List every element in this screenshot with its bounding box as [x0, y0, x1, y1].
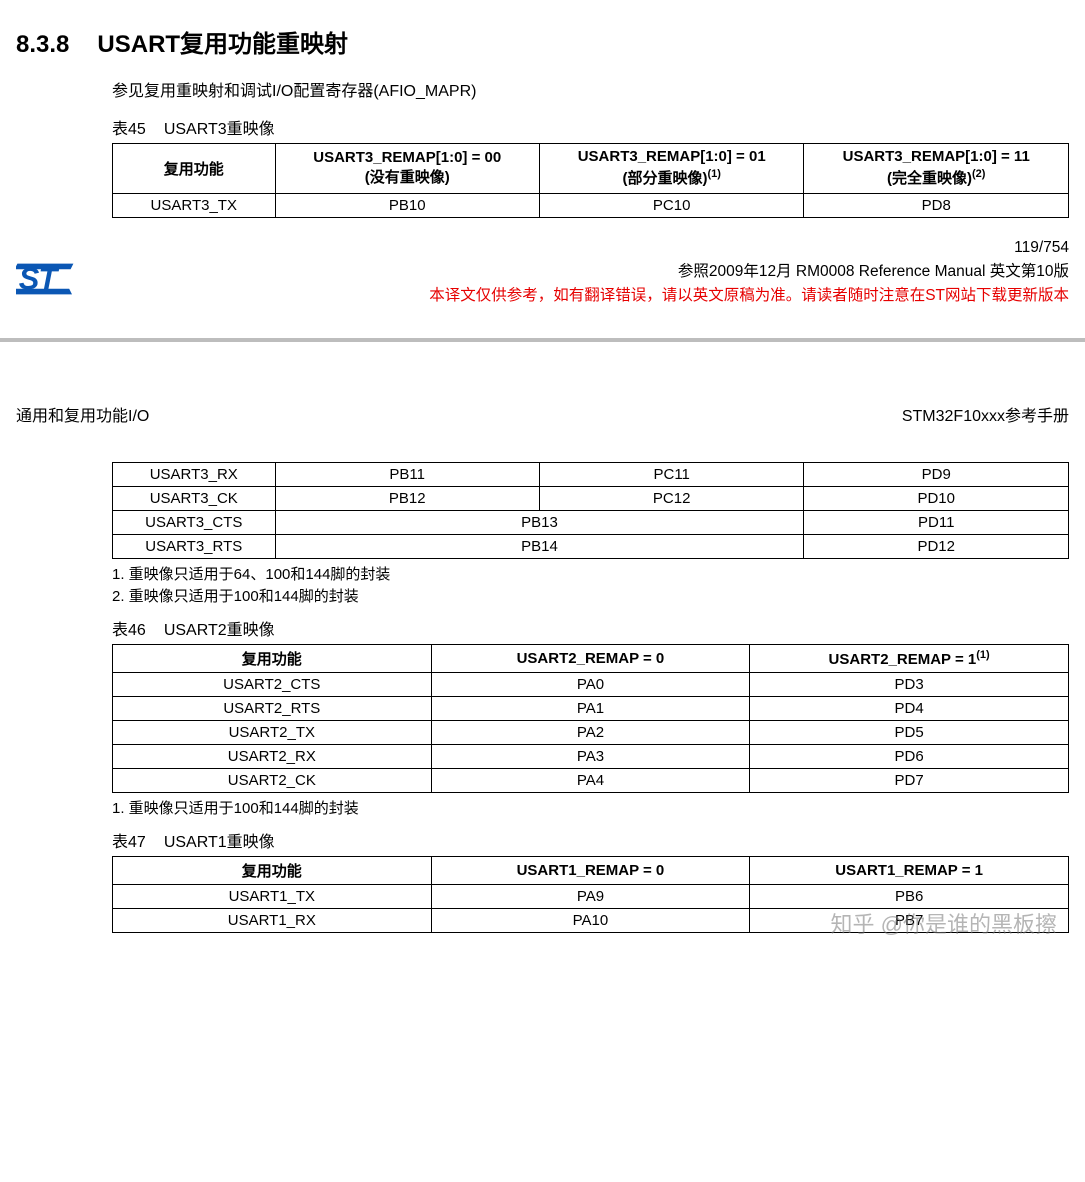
table45-caption-title: USART3重映像	[164, 121, 275, 138]
table-row: USART3_TX PB10 PC10 PD8	[113, 193, 1069, 217]
th-remap1: USART2_REMAP = 1(1)	[750, 644, 1069, 672]
table47-caption: 表47 USART1重映像	[112, 828, 1069, 852]
section-title: USART复用功能重映射	[97, 31, 348, 58]
table-row: USART2_CKPA4PD7	[113, 768, 1069, 792]
table46-caption-title: USART2重映像	[164, 622, 275, 639]
page2-header-right: STM32F10xxx参考手册	[902, 402, 1069, 426]
page-number: 119/754	[86, 236, 1069, 260]
table-row: USART2_CTSPA0PD3	[113, 672, 1069, 696]
page2-header: 通用和复用功能I/O STM32F10xxx参考手册	[16, 402, 1069, 426]
footer-ref-line: 参照2009年12月 RM0008 Reference Manual 英文第10…	[86, 260, 1069, 284]
note-line: 1. 重映像只适用于64、100和144脚的封装	[112, 563, 1069, 584]
table47-caption-title: USART1重映像	[164, 834, 275, 851]
table-header-row: 复用功能 USART2_REMAP = 0 USART2_REMAP = 1(1…	[113, 644, 1069, 672]
note-line: 1. 重映像只适用于100和144脚的封装	[112, 797, 1069, 818]
table47: 复用功能 USART1_REMAP = 0 USART1_REMAP = 1 U…	[112, 856, 1069, 933]
table-row: USART2_RXPA3PD6	[113, 744, 1069, 768]
th-remap01: USART3_REMAP[1:0] = 01 (部分重映像)(1)	[539, 144, 804, 194]
table45-notes: 1. 重映像只适用于64、100和144脚的封装2. 重映像只适用于100和14…	[112, 563, 1069, 606]
table46-caption: 表46 USART2重映像	[112, 616, 1069, 640]
table-row: USART3_CKPB12PC12PD10	[113, 486, 1069, 510]
table45-caption: 表45 USART3重映像	[112, 115, 1069, 139]
th-remap00: USART3_REMAP[1:0] = 00 (没有重映像)	[275, 144, 539, 194]
footer-disclaimer: 本译文仅供参考，如有翻译错误，请以英文原稿为准。请读者随时注意在ST网站下载更新…	[86, 284, 1069, 308]
table-row: USART2_TXPA2PD5	[113, 720, 1069, 744]
table-row: USART3_CTSPB13PD11	[113, 510, 1069, 534]
table45-continued: USART3_RXPB11PC11PD9USART3_CKPB12PC12PD1…	[112, 462, 1069, 559]
table-row: USART3_RXPB11PC11PD9	[113, 462, 1069, 486]
page2-header-left: 通用和复用功能I/O	[16, 402, 149, 426]
note-line: 2. 重映像只适用于100和144脚的封装	[112, 585, 1069, 606]
table-row: USART2_RTSPA1PD4	[113, 696, 1069, 720]
table-row: USART1_RXPA10PB7	[113, 908, 1069, 932]
page-divider	[0, 338, 1085, 342]
table46-caption-num: 表46	[112, 622, 146, 639]
table45-caption-num: 表45	[112, 121, 146, 138]
intro-paragraph: 参见复用重映射和调试I/O配置寄存器(AFIO_MAPR)	[112, 77, 1069, 101]
table-header-row: 复用功能 USART1_REMAP = 0 USART1_REMAP = 1	[113, 856, 1069, 884]
table46: 复用功能 USART2_REMAP = 0 USART2_REMAP = 1(1…	[112, 644, 1069, 793]
th-func: 复用功能	[113, 144, 276, 194]
table-row: USART1_TXPA9PB6	[113, 884, 1069, 908]
page-footer: S T 119/754 参照2009年12月 RM0008 Reference …	[16, 236, 1069, 308]
section-heading: 8.3.8 USART复用功能重映射	[16, 24, 1069, 59]
footer-text: 119/754 参照2009年12月 RM0008 Reference Manu…	[86, 236, 1069, 308]
st-logo-icon: S T	[16, 256, 86, 302]
table45: 复用功能 USART3_REMAP[1:0] = 00 (没有重映像) USAR…	[112, 143, 1069, 218]
th-remap11: USART3_REMAP[1:0] = 11 (完全重映像)(2)	[804, 144, 1069, 194]
table47-caption-num: 表47	[112, 834, 146, 851]
section-number: 8.3.8	[16, 31, 69, 58]
table46-notes: 1. 重映像只适用于100和144脚的封装	[112, 797, 1069, 818]
table-row: USART3_RTSPB14PD12	[113, 534, 1069, 558]
table-header-row: 复用功能 USART3_REMAP[1:0] = 00 (没有重映像) USAR…	[113, 144, 1069, 194]
